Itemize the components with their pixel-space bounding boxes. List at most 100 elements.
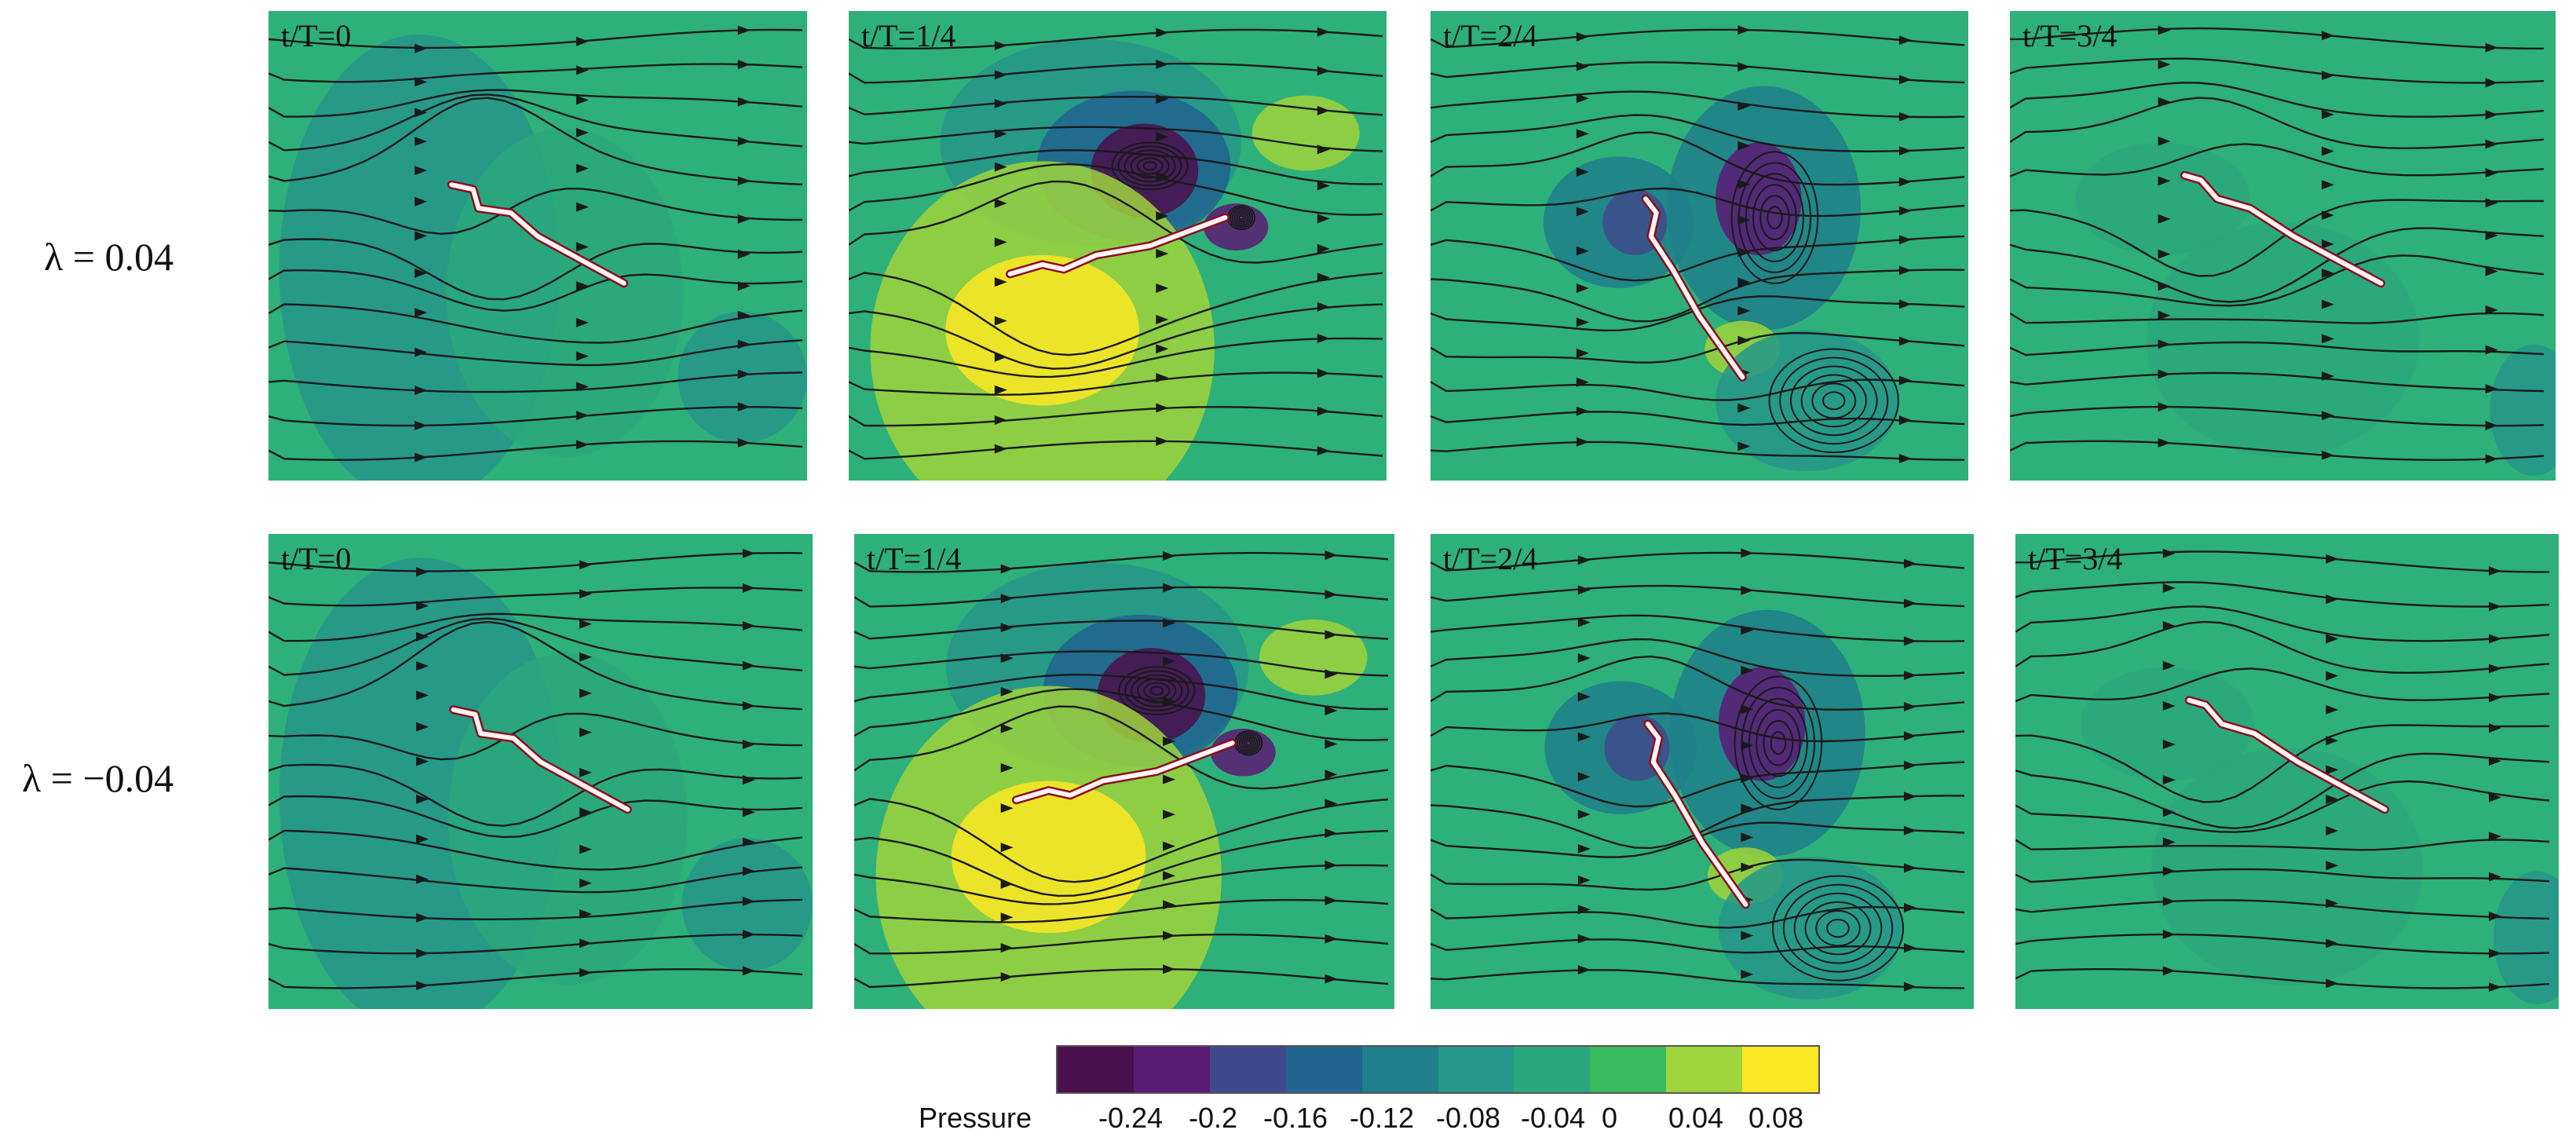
flow-field-plot — [2015, 534, 2559, 1009]
flow-field-plot — [854, 534, 1394, 1009]
vortex-streamline — [1822, 391, 1846, 411]
streamline-arrow — [2162, 837, 2176, 847]
pressure-contour — [945, 254, 1139, 406]
streamline-arrow — [415, 196, 428, 207]
streamline-arrow — [1577, 653, 1591, 664]
streamline-arrow — [579, 589, 592, 599]
streamline — [2015, 868, 2550, 883]
streamline-arrow — [1577, 905, 1591, 915]
pressure-colorbar — [1056, 1045, 1820, 1094]
streamline — [2010, 312, 2545, 324]
streamline-arrow — [2488, 756, 2501, 766]
streamline — [2010, 440, 2545, 462]
vortex-streamline — [1117, 145, 1182, 187]
streamline — [2015, 724, 2550, 803]
streamline-arrow — [1576, 406, 1589, 416]
streamline-arrow — [1903, 671, 1916, 681]
streamline-arrow — [742, 739, 755, 749]
streamline-arrow — [2158, 402, 2171, 412]
streamline-arrow — [2322, 109, 2335, 119]
streamline — [269, 238, 803, 301]
streamline — [2015, 667, 2550, 703]
streamline-arrow — [1576, 348, 1589, 358]
streamline-arrow — [994, 237, 1007, 247]
streamline-arrow — [1741, 930, 1754, 941]
streamline-arrow — [1903, 792, 1916, 802]
flow-field-plot — [269, 534, 813, 1009]
streamline-arrow — [579, 844, 592, 854]
vortex-streamline — [1826, 919, 1850, 938]
streamline-arrow — [2488, 664, 2501, 674]
streamline-arrow — [1000, 564, 1014, 574]
flexible-plate — [2182, 173, 2384, 286]
streamline-arrow — [579, 878, 592, 888]
streamline — [1431, 638, 1965, 677]
streamline-arrow — [737, 60, 751, 70]
streamline-arrow — [1898, 375, 1912, 386]
streamline-arrow — [575, 382, 589, 392]
streamline-arrow — [1000, 843, 1014, 853]
streamline-arrow — [1737, 215, 1751, 225]
flexible-plate — [2187, 697, 2388, 812]
streamline — [2010, 97, 2545, 150]
flexible-plate — [1645, 722, 1748, 907]
flexible-plate — [451, 707, 630, 812]
streamline-arrow — [2322, 146, 2335, 156]
streamline-arrow — [1577, 965, 1591, 975]
streamline-arrow — [1325, 799, 1338, 809]
vortex-streamline — [1763, 719, 1794, 766]
streamline-arrow — [575, 351, 589, 361]
streamline — [269, 587, 803, 607]
streamline-arrow — [1741, 548, 1754, 558]
streamline — [849, 180, 1383, 264]
streamline-arrow — [2485, 139, 2498, 149]
streamline — [1431, 28, 1965, 49]
vortex-streamline — [1789, 365, 1878, 437]
streamline-arrow — [737, 281, 751, 291]
streamline-arrow — [416, 601, 429, 611]
streamline-arrow — [1156, 27, 1169, 38]
vortex-streamline — [1118, 666, 1196, 715]
streamline-arrow — [1576, 31, 1589, 42]
panel-positive-t1: t/T=1/4 — [849, 11, 1387, 481]
streamline-arrow — [994, 70, 1007, 80]
streamline-arrow — [2488, 872, 2501, 882]
streamline-arrow — [1737, 277, 1751, 287]
streamline-arrow — [416, 912, 429, 923]
pressure-contour — [681, 838, 813, 971]
flow-field-plot — [269, 11, 807, 481]
streamline — [849, 406, 1383, 427]
streamline-arrow — [994, 415, 1007, 426]
vortex-streamline — [1734, 675, 1823, 810]
pressure-contour — [1718, 667, 1806, 781]
vortex-streamline — [1245, 740, 1252, 746]
vortex-streamline — [1745, 173, 1804, 262]
vortex-streamline — [1137, 678, 1177, 704]
streamline — [2015, 752, 2550, 830]
streamline-arrow — [1156, 436, 1169, 446]
streamline-arrow — [415, 77, 428, 87]
streamline-arrow — [994, 40, 1007, 50]
streamline-arrow — [2158, 281, 2171, 291]
streamline-arrow — [1325, 895, 1338, 905]
colorbar-tick: -0.12 — [1349, 1102, 1415, 1134]
streamline — [269, 28, 803, 49]
streamline-arrow — [1898, 454, 1912, 464]
streamline-arrow — [1903, 731, 1916, 741]
streamline — [849, 337, 1383, 378]
streamline-arrow — [575, 317, 589, 327]
streamline-arrow — [2326, 826, 2339, 836]
streamline — [854, 934, 1389, 955]
streamline-arrow — [2488, 949, 2501, 959]
streamline-arrow — [415, 308, 428, 318]
streamline-arrow — [742, 966, 755, 976]
streamline — [849, 303, 1383, 370]
streamline-arrow — [1898, 336, 1912, 346]
vortex-streamline — [1142, 161, 1157, 171]
vortex-streamline — [1238, 734, 1259, 752]
vortex-streamline — [1779, 356, 1889, 445]
streamline — [269, 339, 803, 367]
streamline-arrow — [1325, 770, 1338, 780]
streamline — [854, 650, 1389, 677]
